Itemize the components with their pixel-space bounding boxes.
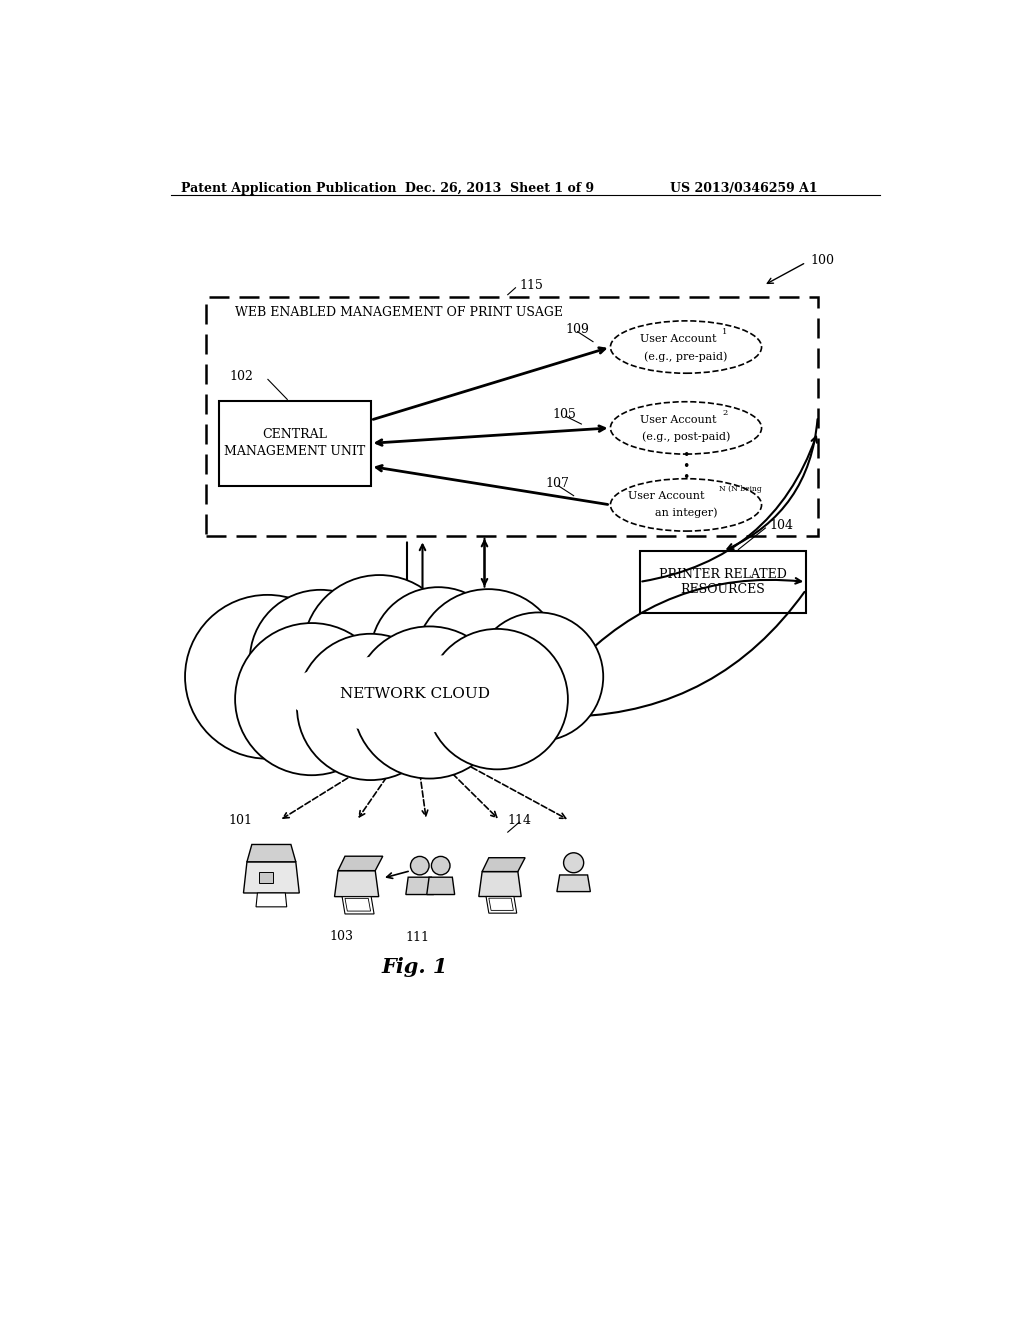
Circle shape <box>185 595 350 759</box>
Text: 100: 100 <box>810 253 834 267</box>
Text: 115: 115 <box>519 279 544 292</box>
Text: 103: 103 <box>330 929 353 942</box>
Text: US 2013/0346259 A1: US 2013/0346259 A1 <box>671 182 818 194</box>
Polygon shape <box>256 892 287 907</box>
Text: 2: 2 <box>722 409 728 417</box>
Text: (e.g., post-paid): (e.g., post-paid) <box>642 432 730 442</box>
Polygon shape <box>427 878 455 895</box>
Circle shape <box>303 576 456 727</box>
Polygon shape <box>406 878 434 895</box>
Polygon shape <box>557 875 591 891</box>
Bar <box>640 552 806 612</box>
Text: NETWORK CLOUD: NETWORK CLOUD <box>340 686 489 701</box>
Bar <box>206 297 818 536</box>
Polygon shape <box>247 845 296 862</box>
Circle shape <box>474 612 603 741</box>
Circle shape <box>236 623 388 775</box>
Circle shape <box>250 590 391 730</box>
Circle shape <box>427 628 568 770</box>
Circle shape <box>431 857 450 875</box>
Circle shape <box>353 627 506 779</box>
Polygon shape <box>244 862 299 892</box>
Circle shape <box>297 634 444 780</box>
Polygon shape <box>345 899 371 911</box>
Text: Dec. 26, 2013  Sheet 1 of 9: Dec. 26, 2013 Sheet 1 of 9 <box>406 182 595 194</box>
Text: 101: 101 <box>228 814 253 828</box>
Polygon shape <box>479 871 521 896</box>
Text: •
•
•: • • • <box>682 449 690 484</box>
Ellipse shape <box>253 645 577 741</box>
Text: 1: 1 <box>722 329 728 337</box>
Text: (e.g., pre-paid): (e.g., pre-paid) <box>644 351 728 362</box>
Text: 111: 111 <box>406 931 429 944</box>
Circle shape <box>563 853 584 873</box>
Polygon shape <box>342 896 374 913</box>
Ellipse shape <box>610 401 762 454</box>
Circle shape <box>415 589 562 735</box>
Text: N (N being: N (N being <box>719 484 761 492</box>
Text: CENTRAL
MANAGEMENT UNIT: CENTRAL MANAGEMENT UNIT <box>224 428 366 458</box>
Circle shape <box>411 857 429 875</box>
Polygon shape <box>486 896 517 913</box>
Text: 109: 109 <box>566 323 590 335</box>
Text: 105: 105 <box>553 408 577 421</box>
Text: User Account: User Account <box>640 416 717 425</box>
Text: 107: 107 <box>545 477 568 490</box>
Text: 114: 114 <box>508 814 531 828</box>
Text: WEB ENABLED MANAGEMENT OF PRINT USAGE: WEB ENABLED MANAGEMENT OF PRINT USAGE <box>236 306 563 319</box>
Text: User Account: User Account <box>629 491 705 500</box>
Text: PRINTER RELATED
RESOURCES: PRINTER RELATED RESOURCES <box>658 568 786 595</box>
Text: an integer): an integer) <box>654 507 717 517</box>
Polygon shape <box>338 857 383 871</box>
Bar <box>259 873 272 883</box>
Polygon shape <box>482 858 525 871</box>
Text: 102: 102 <box>229 370 253 383</box>
Text: 125: 125 <box>243 634 266 647</box>
Ellipse shape <box>285 655 545 733</box>
Ellipse shape <box>610 321 762 374</box>
Circle shape <box>371 587 506 722</box>
Ellipse shape <box>610 479 762 531</box>
Text: Fig. 1: Fig. 1 <box>382 957 447 977</box>
Polygon shape <box>488 898 513 911</box>
Bar <box>219 401 371 486</box>
Text: 104: 104 <box>769 519 794 532</box>
Text: Patent Application Publication: Patent Application Publication <box>180 182 396 194</box>
Text: User Account: User Account <box>640 334 717 345</box>
Polygon shape <box>335 871 379 896</box>
